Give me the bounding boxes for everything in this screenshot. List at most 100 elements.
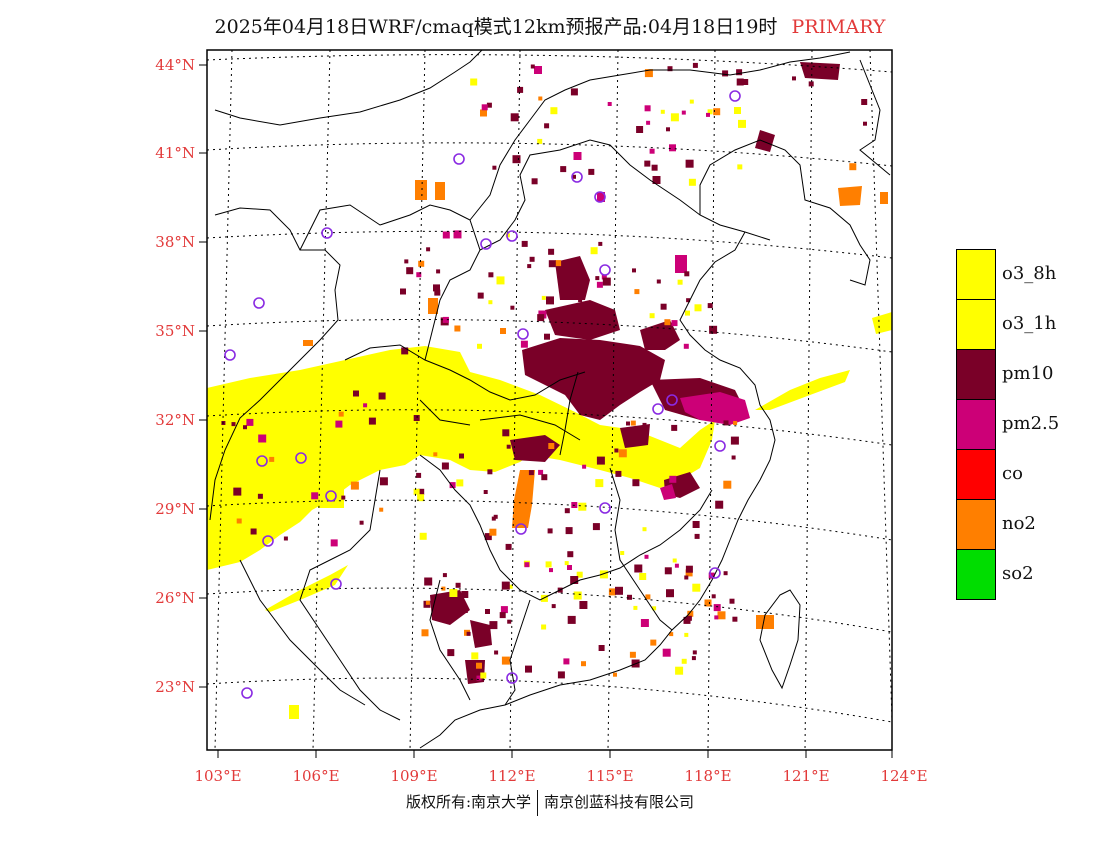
pollutant-speckle	[433, 452, 438, 457]
pollutant-speckle	[686, 298, 691, 303]
pollutant-speckle	[587, 309, 594, 316]
pollutant-speckle	[652, 606, 657, 611]
pollutant-speckle	[368, 417, 376, 425]
pollutant-speckle	[660, 303, 667, 310]
pollutant-speckle	[722, 70, 729, 77]
pollutant-speckle	[546, 296, 554, 305]
footer: 版权所有:南京大学 南京创蓝科技有限公司	[0, 790, 1100, 816]
pollutant-speckle	[335, 420, 343, 428]
pollutant-speckle	[660, 109, 665, 114]
pollutant-speckle	[723, 480, 732, 489]
pollutant-speckle	[537, 138, 543, 144]
pollutant-speckle	[471, 652, 479, 660]
pollutant-speckle	[582, 464, 587, 469]
pollutant-speckle	[573, 591, 582, 600]
monitoring-station-marker	[571, 171, 583, 183]
pollutant-speckle	[629, 651, 636, 658]
legend-item: pm10	[956, 349, 1100, 400]
pollutant-speckle	[683, 343, 689, 349]
pollutant-speckle	[541, 624, 547, 630]
pollutant-speckle	[499, 612, 506, 619]
pollutant-speckle	[602, 277, 611, 286]
pollutant-speckle	[545, 561, 552, 568]
pollutant-speckle	[454, 325, 461, 332]
pollutant-speckle	[723, 420, 729, 426]
pollutant-speckle	[669, 632, 674, 637]
pollutant-speckle	[569, 343, 573, 348]
pollutant-speckle	[233, 487, 242, 496]
pollutant-speckle	[863, 121, 867, 126]
pollutant-speckle	[442, 316, 449, 323]
pollutant-speckle	[453, 230, 462, 239]
pollutant-speckle	[520, 340, 528, 348]
pollutant-speckle	[632, 479, 640, 487]
footer-left: 版权所有:南京大学	[405, 793, 532, 811]
pollutant-speckle	[442, 573, 447, 578]
pollutant-speckle	[717, 611, 726, 620]
monitoring-station-marker	[224, 349, 236, 361]
pollutant-speckle	[645, 594, 651, 600]
speckles	[221, 62, 868, 681]
pollutant-speckle	[572, 174, 576, 179]
pollutant-speckle	[416, 472, 422, 478]
legend: o3_8h o3_1h pm10 pm2.5 co no2 so2	[956, 249, 1100, 600]
pollutant-speckle	[670, 113, 679, 122]
monitoring-station-marker	[714, 440, 726, 452]
pollutant-speckle	[425, 600, 430, 605]
pollutant-speckle	[500, 606, 508, 614]
pollutant-speckle	[487, 469, 493, 475]
pollutant-speckle	[715, 500, 724, 509]
pollutant-speckle	[350, 481, 359, 490]
pollutant-speckle	[246, 418, 254, 426]
pollutant-speckle	[477, 292, 484, 299]
pollutant-speckle	[525, 665, 532, 673]
pollutant-speckle	[418, 260, 425, 267]
pollutant-speckle	[548, 260, 556, 268]
pollutant-speckle	[426, 247, 431, 252]
pollutant-speckle	[646, 120, 651, 125]
pollutant-speckle	[538, 469, 544, 475]
pollutant-speckle	[649, 148, 655, 154]
pollutant-speckle	[590, 247, 598, 255]
pollutant-speckle	[633, 605, 638, 610]
pollutant-speckle	[547, 528, 553, 534]
pollutant-speckle	[672, 558, 677, 563]
legend-swatch	[956, 549, 996, 600]
pollutant-speckle	[476, 662, 482, 669]
pollutant-speckle	[557, 671, 565, 679]
monitoring-station-marker	[256, 455, 268, 467]
monitoring-station-marker	[729, 90, 741, 102]
pollutant-speckle	[449, 482, 456, 489]
pollutant-speckle	[650, 639, 657, 646]
lon-label: 103°E	[194, 767, 241, 785]
pollutant-speckle	[688, 178, 696, 186]
legend-label: pm2.5	[1002, 413, 1060, 434]
pollutant-speckle	[601, 274, 607, 280]
legend-item: no2	[956, 499, 1100, 550]
monitoring-station-marker	[330, 578, 342, 590]
pollutant-speckle	[488, 272, 494, 278]
pollutant-speckle	[316, 406, 323, 413]
pollutant-speckle	[620, 551, 625, 555]
pollutant-speckle	[734, 107, 741, 114]
monitoring-station-marker	[506, 230, 518, 242]
map-layer	[124, 50, 892, 750]
monitoring-station-marker	[124, 622, 134, 632]
graticule	[207, 50, 892, 750]
pollutant-speckle	[541, 474, 548, 481]
pollutant-speckle	[507, 619, 512, 624]
pollutant-speckle	[528, 470, 534, 476]
pollutant-speckle	[656, 279, 661, 284]
pollutant-speckle	[436, 269, 441, 274]
pollutant-speckle	[666, 589, 674, 598]
legend-swatch	[956, 299, 996, 350]
pollutant-speckle	[736, 69, 743, 76]
pollutant-speckle	[555, 260, 562, 267]
pollutant-speckle	[708, 572, 715, 579]
pollutant-speckle	[733, 421, 738, 425]
pollutant-speckle	[573, 152, 582, 160]
legend-item: co	[956, 449, 1100, 500]
pollutant-speckle	[576, 571, 583, 578]
pollutant-speckle	[669, 144, 676, 152]
lon-label: 121°E	[782, 767, 829, 785]
